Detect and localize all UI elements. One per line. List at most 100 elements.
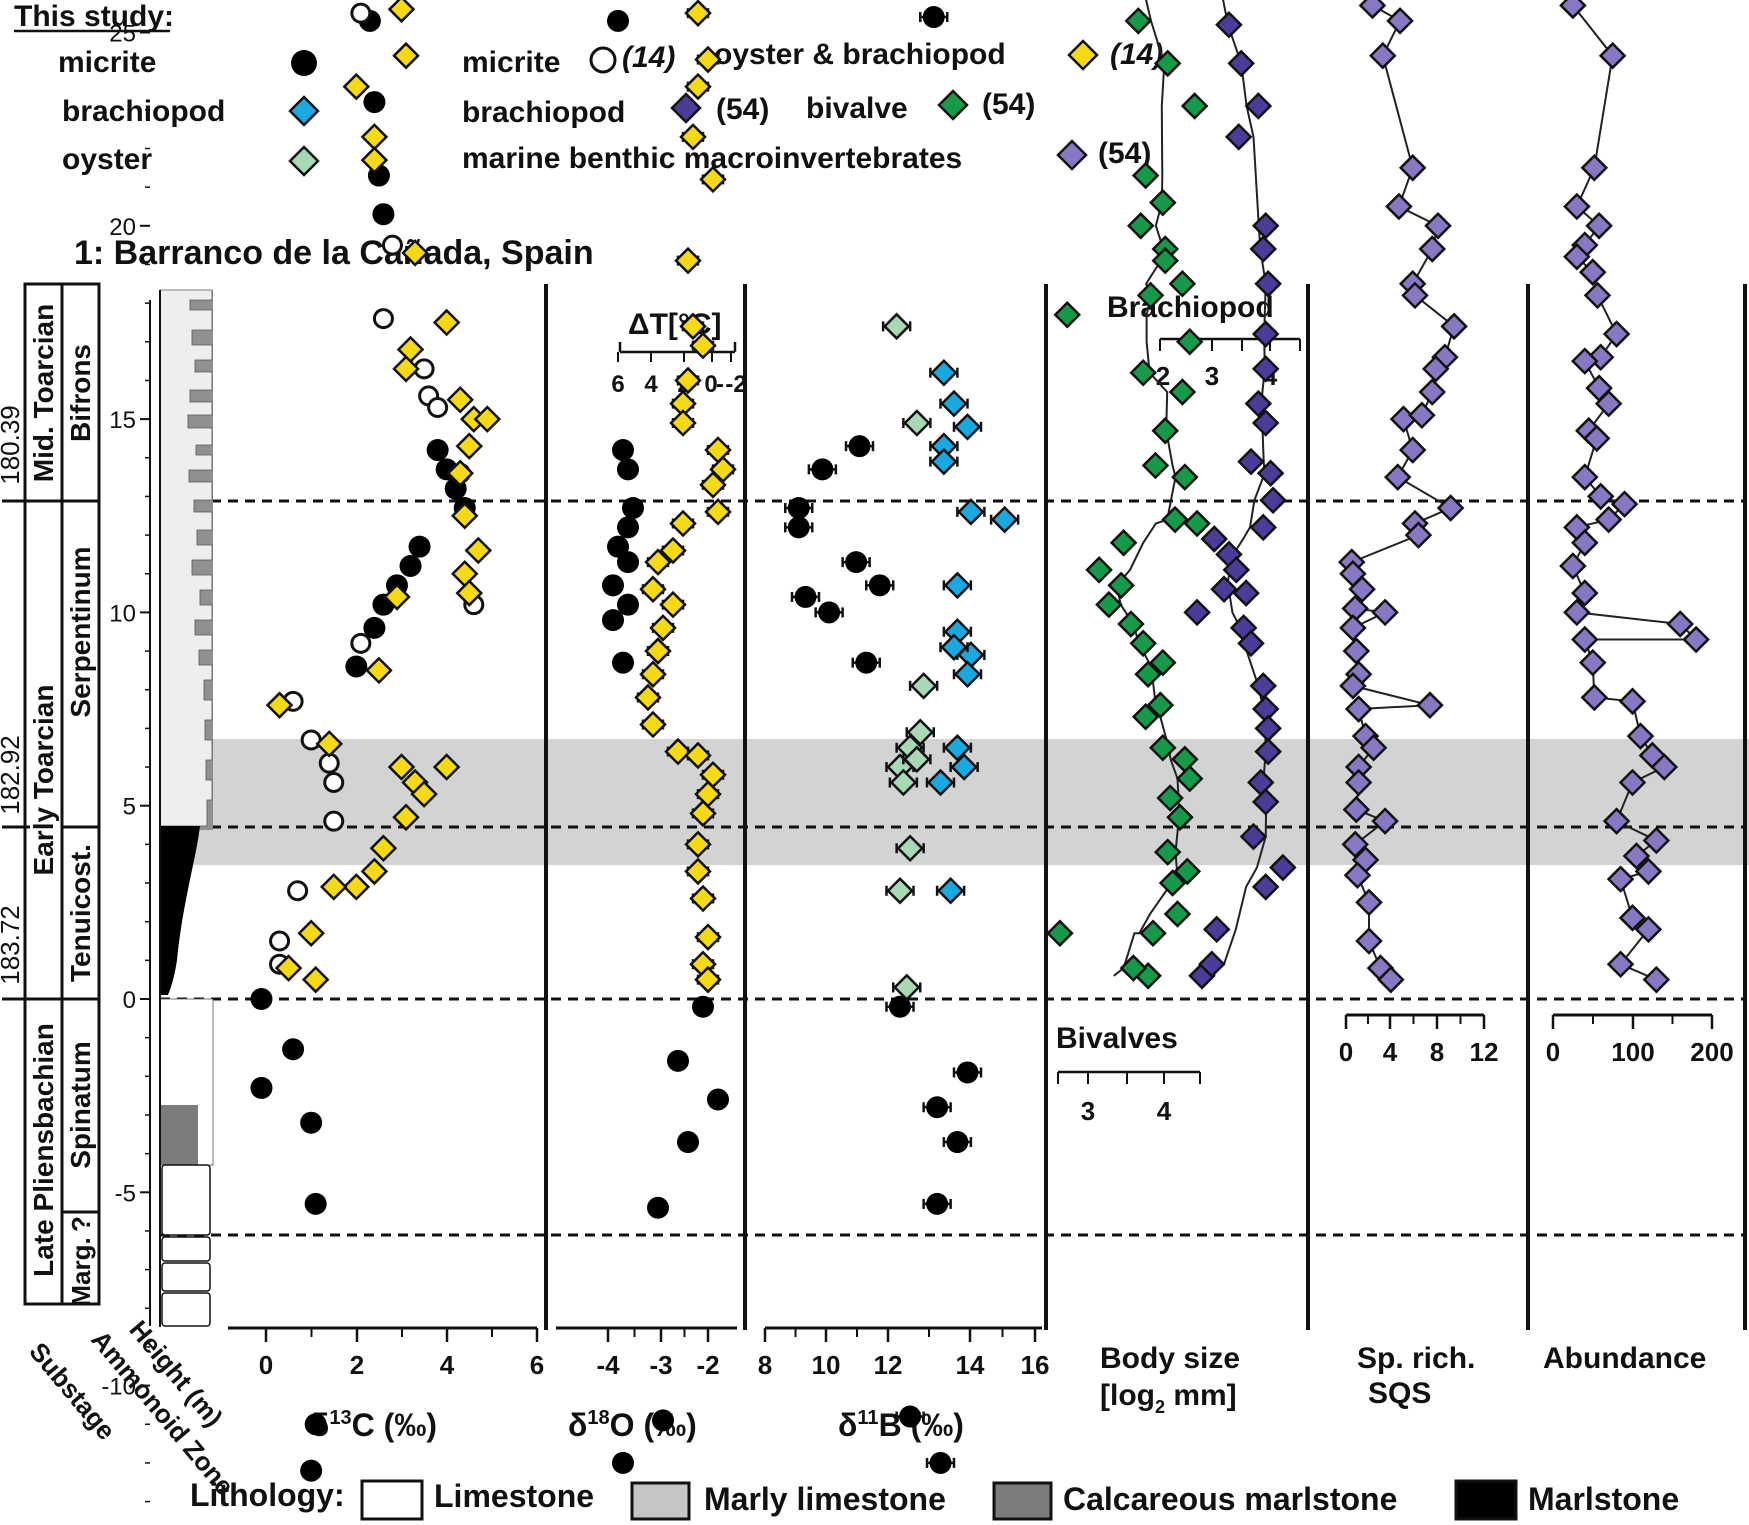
- point-oyster_brach: [669, 409, 697, 437]
- point-oyster_brach: [392, 355, 420, 383]
- point-micrite: [304, 1413, 327, 1436]
- series-micrite: [784, 6, 983, 1474]
- legend-brachiopod-ref-num: (54): [716, 93, 769, 126]
- series-marine_ref: [1559, 0, 1710, 994]
- series-brachiopod: [1183, 0, 1297, 990]
- point-marine_ref: [1339, 672, 1367, 700]
- point-bivalve: [1163, 900, 1192, 928]
- bottom-axes: 0 2 4 6 -4 -3 -2 8 10 12 14 160 4 8 12 0 100 200: [228, 1013, 1734, 1380]
- point-marine_ref: [1355, 927, 1383, 955]
- point-bivalve: [1095, 590, 1123, 619]
- point-marine_ref: [1580, 154, 1609, 182]
- point-micrite-ref: [372, 308, 394, 330]
- point-marine_ref: [1602, 807, 1631, 835]
- age-183-72: 183.72: [0, 905, 25, 985]
- series-micrite: [602, 9, 729, 1474]
- point-marine_ref: [1571, 347, 1599, 375]
- point-brachiopod: [1237, 629, 1265, 658]
- point-marine_ref: [1341, 830, 1369, 859]
- x-tick-label: 8: [758, 1350, 772, 1380]
- point-oyster: [903, 745, 931, 774]
- point-marine_ref: [1642, 965, 1671, 994]
- log-limestone-bed-3: [161, 1262, 211, 1292]
- x-tick-label: 10: [812, 1350, 841, 1380]
- point-oyster_brach: [644, 637, 672, 665]
- point-marine_ref: [1358, 0, 1387, 20]
- legend-micrite-marker: [291, 50, 317, 76]
- point-marine_ref: [1586, 482, 1615, 511]
- point-brachiopod: [1249, 513, 1278, 542]
- point-brachiopod: [930, 358, 958, 387]
- point-oyster_brach: [396, 335, 425, 364]
- height-tick-label: 25: [109, 21, 136, 48]
- point-micrite-ref: [269, 930, 291, 952]
- point-brachiopod: [1239, 822, 1268, 851]
- point-micrite: [677, 1131, 699, 1154]
- point-micrite: [607, 9, 629, 32]
- delta-t-tick-4: 4: [644, 371, 658, 398]
- point-oyster_brach: [689, 331, 717, 360]
- height-tick-label: 15: [109, 407, 136, 434]
- point-micrite-ref: [427, 397, 449, 419]
- point-marine_ref: [1622, 842, 1651, 870]
- point-oyster_brach: [639, 575, 667, 603]
- xlabel-sprich-2: SQS: [1368, 1377, 1431, 1410]
- point-bivalve: [1175, 764, 1204, 793]
- point-micrite: [282, 1038, 305, 1061]
- point-oyster_brach: [674, 366, 702, 395]
- xlabel-bodysize-2: [log2 mm]: [1100, 1379, 1237, 1417]
- point-micrite: [372, 203, 395, 226]
- point-marine_ref: [1610, 490, 1639, 518]
- point-oyster_brach: [684, 0, 712, 27]
- point-bivalve: [1119, 954, 1148, 982]
- point-marine_ref: [1424, 212, 1452, 240]
- zone-bifrons: Bifrons: [65, 344, 96, 442]
- legend-oyster-brach-marker: [1067, 39, 1099, 71]
- legend-bivalve-ref-marker: [937, 89, 969, 121]
- zone-tenuicost: Tenuicost.: [65, 844, 96, 982]
- zone-spinatum: Spinatum: [65, 1041, 96, 1169]
- point-oyster_brach: [274, 954, 303, 982]
- age-180-39: 180.39: [0, 405, 25, 485]
- point-marine_ref: [1602, 320, 1631, 348]
- point-micrite: [956, 1061, 979, 1084]
- point-brachiopod: [1215, 11, 1243, 39]
- point-marine_ref: [1626, 722, 1655, 750]
- point-brachiopod: [953, 413, 982, 441]
- x-tick-label: 4: [1383, 1037, 1398, 1067]
- point-marine_ref: [1563, 598, 1591, 627]
- point-oyster_brach: [387, 0, 416, 24]
- log-upper-limestone-beds: [159, 289, 213, 827]
- point-marine_ref: [1666, 610, 1694, 638]
- delta-t-tick-m2: -2: [725, 371, 746, 398]
- point-oyster_brach: [704, 436, 732, 464]
- legend-brachiopod-label: brachiopod: [62, 95, 225, 128]
- point-marine_ref: [1385, 192, 1413, 221]
- x-tick-label: 6: [530, 1350, 544, 1380]
- point-bivalve: [1117, 610, 1145, 638]
- point-micrite: [612, 651, 634, 674]
- point-oyster_brach: [450, 501, 479, 530]
- point-micrite: [363, 616, 386, 639]
- legend-oyster-brach-label: oyster & brachiopod: [714, 38, 1006, 71]
- point-bivalve: [1180, 92, 1209, 120]
- point-marine_ref: [1578, 648, 1607, 677]
- point-bivalve: [1173, 857, 1202, 886]
- plot-sprich: [1337, 0, 1468, 994]
- plot-d18o: [602, 0, 737, 1474]
- point-micrite-ref: [323, 772, 345, 794]
- point-oyster_brach: [664, 737, 692, 766]
- substage-early-toarcian: Early Toarcian: [28, 685, 59, 876]
- age-182-92: 182.92: [0, 735, 25, 815]
- biv-tick-3: 3: [1081, 1096, 1095, 1126]
- point-bivalve: [1107, 571, 1135, 600]
- point-marine_ref: [1578, 258, 1607, 286]
- x-tick-label: 200: [1690, 1037, 1733, 1067]
- legend-micrite-label: micrite: [58, 46, 156, 79]
- point-bivalve: [1053, 300, 1082, 329]
- lithology-swatch-calc: [992, 1481, 1053, 1521]
- x-tick-label: 8: [1430, 1037, 1444, 1067]
- point-marine_ref: [1355, 888, 1383, 917]
- point-bivalve: [1183, 509, 1211, 538]
- point-brachiopod: [1251, 320, 1280, 348]
